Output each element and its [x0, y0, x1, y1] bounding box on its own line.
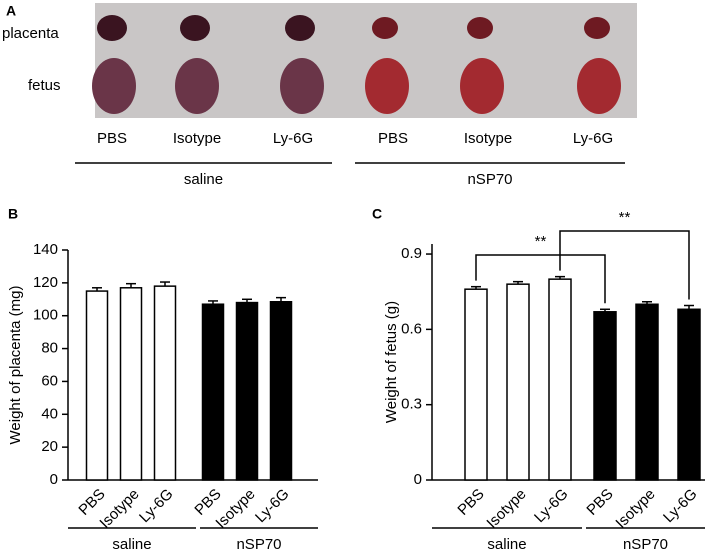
fetus-photo: [365, 58, 409, 114]
fetus-photo: [460, 58, 504, 114]
x-tick-label: Ly-6G: [136, 486, 177, 527]
photo-background: [95, 3, 637, 118]
panel-label: C: [372, 206, 382, 222]
y-tick-label: 80: [41, 340, 58, 357]
fetus-photo: [280, 58, 324, 114]
x-tick-label: Isotype: [483, 486, 529, 532]
group-label: nSP70: [236, 536, 281, 553]
placenta-photo: [467, 17, 493, 39]
x-tick-label: PBS: [583, 486, 616, 519]
y-tick-label: 60: [41, 372, 58, 389]
significance-label: **: [535, 233, 547, 250]
x-tick-label: Isotype: [612, 486, 658, 532]
y-tick-label: 20: [41, 438, 58, 455]
group-label: saline: [112, 536, 151, 553]
placenta-photo: [584, 17, 610, 39]
x-tick-label: Ly-6G: [660, 486, 701, 527]
panel-label: B: [8, 206, 18, 222]
bar: [548, 278, 572, 481]
fetus-photo: [577, 58, 621, 114]
column-label: PBS: [378, 130, 408, 147]
y-tick-label: 0.3: [401, 396, 422, 413]
x-tick-label: PBS: [454, 486, 487, 519]
placenta-photo: [180, 15, 210, 41]
bar: [201, 303, 225, 481]
row-label: fetus: [28, 77, 61, 94]
fetus-photo: [175, 58, 219, 114]
column-label: Ly-6G: [273, 130, 313, 147]
y-tick-label: 0: [50, 471, 58, 488]
group-label: saline: [184, 171, 223, 188]
y-tick-label: 40: [41, 405, 58, 422]
bar: [593, 311, 617, 481]
bar: [464, 288, 488, 481]
bar: [85, 290, 109, 481]
column-label: Ly-6G: [573, 130, 613, 147]
significance-bracket: [475, 254, 606, 304]
y-tick-label: 0.9: [401, 245, 422, 262]
y-tick-label: 100: [33, 307, 58, 324]
group-label: saline: [487, 536, 526, 553]
fetus-photo: [92, 58, 136, 114]
panel-label: A: [6, 3, 16, 19]
y-axis-label: Weight of fetus (g): [383, 301, 400, 423]
bar: [635, 303, 659, 481]
bar: [235, 301, 259, 481]
row-label: placenta: [2, 25, 59, 42]
y-tick-label: 0.6: [401, 320, 422, 337]
y-tick-label: 120: [33, 274, 58, 291]
group-label: nSP70: [623, 536, 668, 553]
column-label: Isotype: [464, 130, 512, 147]
x-tick-label: Ly-6G: [531, 486, 572, 527]
placenta-photo: [372, 17, 398, 39]
y-axis-label: Weight of placenta (mg): [7, 286, 24, 445]
group-label: nSP70: [467, 171, 512, 188]
placenta-photo: [97, 15, 127, 41]
significance-bracket: [559, 230, 690, 300]
x-tick-label: Ly-6G: [252, 486, 293, 527]
bar: [153, 285, 177, 481]
bar: [506, 283, 530, 481]
bar: [677, 308, 701, 481]
y-tick-label: 0: [414, 471, 422, 488]
bar: [269, 301, 293, 481]
column-label: Isotype: [173, 130, 221, 147]
column-label: PBS: [97, 130, 127, 147]
placenta-photo: [285, 15, 315, 41]
y-tick-label: 140: [33, 241, 58, 258]
bar: [119, 287, 143, 481]
significance-label: **: [619, 209, 631, 226]
